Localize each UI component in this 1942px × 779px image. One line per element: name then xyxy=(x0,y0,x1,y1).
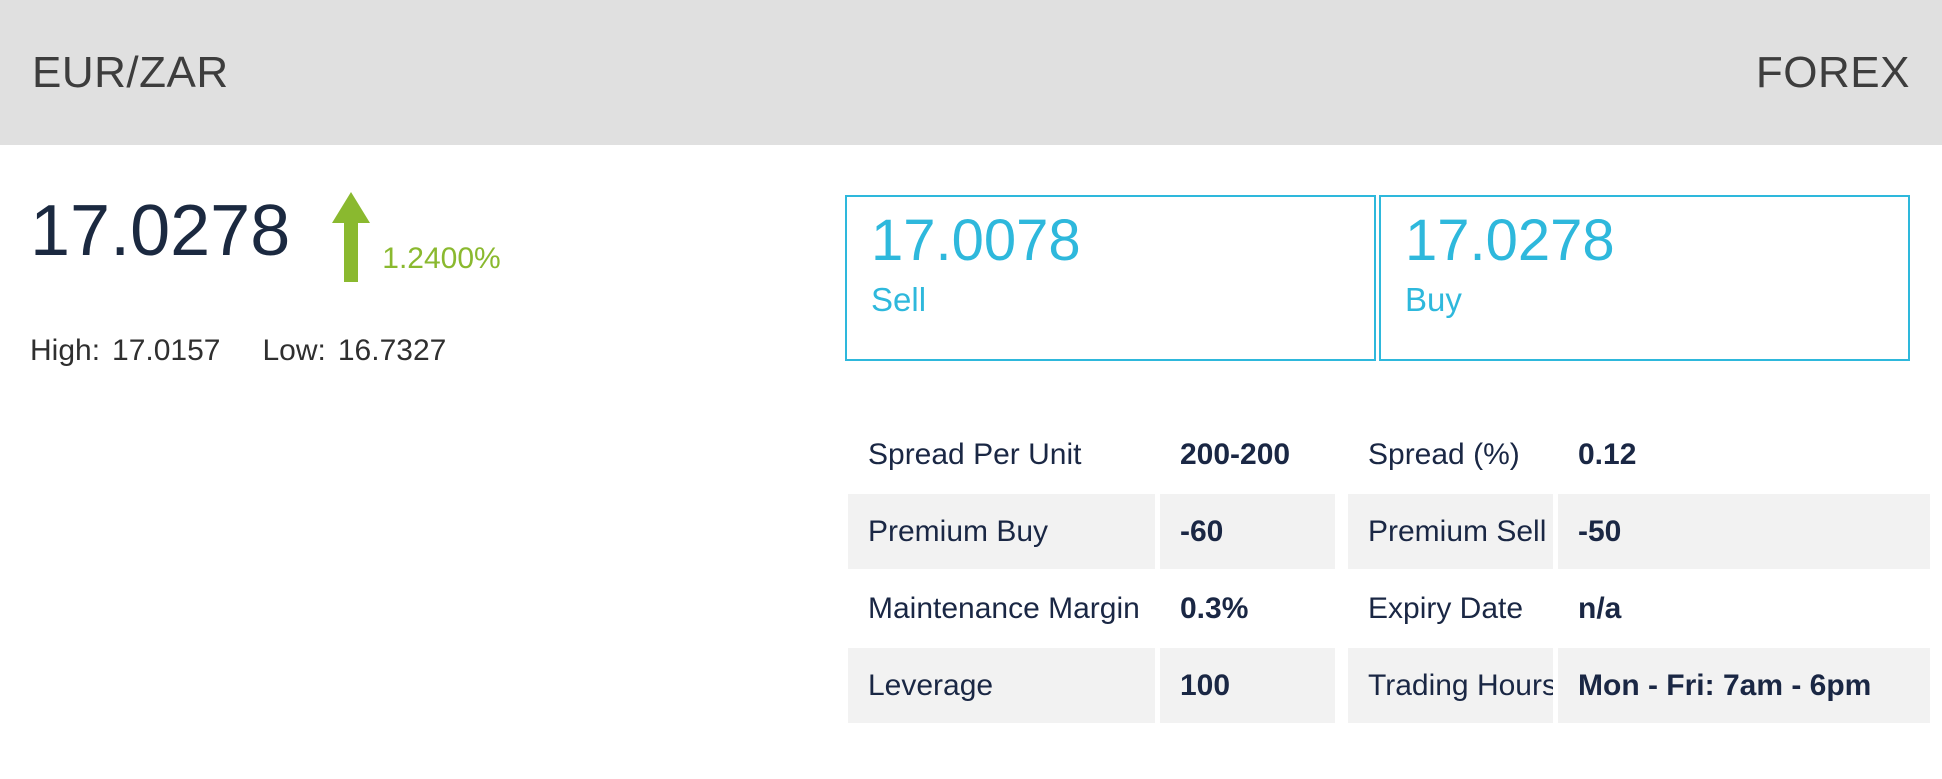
detail-value: 200-200 xyxy=(1180,438,1291,471)
detail-value: Mon - Fri: 7am - 6pm xyxy=(1558,648,1930,723)
high-label: High: xyxy=(30,334,101,367)
detail-value: n/a xyxy=(1578,592,1622,625)
sell-label: Sell xyxy=(871,281,927,318)
low-label: Low: xyxy=(262,334,326,367)
high-low-row: High: 17.0157 Low: 16.7327 xyxy=(30,334,446,368)
high-pair: High: 17.0157 xyxy=(30,334,221,368)
detail-label: Spread (%) xyxy=(1368,438,1520,471)
detail-label: Premium Buy xyxy=(848,494,1155,569)
sell-price: 17.0078 xyxy=(871,208,1081,273)
detail-label: Maintenance Margin xyxy=(868,592,1140,625)
detail-value: 0.12 xyxy=(1578,438,1637,471)
table-row: Premium Buy -60 Premium Sell -50 xyxy=(848,494,1930,569)
detail-label: Spread Per Unit xyxy=(868,438,1082,471)
detail-label: Expiry Date xyxy=(1368,592,1524,625)
detail-label: Premium Sell xyxy=(1348,494,1553,569)
detail-value: -60 xyxy=(1160,494,1335,569)
table-row: Spread Per Unit 200-200 Spread (%) 0.12 xyxy=(848,417,1930,492)
table-row: Maintenance Margin 0.3% Expiry Date n/a xyxy=(848,571,1930,646)
price-summary: 17.0278 1.2400% xyxy=(30,186,501,282)
high-value: 17.0157 xyxy=(112,334,221,367)
detail-label: Leverage xyxy=(848,648,1155,723)
buy-label: Buy xyxy=(1405,281,1462,318)
last-price: 17.0278 xyxy=(30,191,291,271)
price-change-percent: 1.2400% xyxy=(382,242,501,275)
low-value: 16.7327 xyxy=(337,334,447,367)
detail-value: 100 xyxy=(1160,648,1335,723)
table-row: Leverage 100 Trading Hours Mon - Fri: 7a… xyxy=(848,648,1930,723)
market-category-label: FOREX xyxy=(1755,47,1910,97)
buy-button[interactable]: 17.0278 Buy xyxy=(1379,195,1910,361)
quote-panel: 17.0078 Sell 17.0278 Buy xyxy=(845,195,1910,361)
low-pair: Low: 16.7327 xyxy=(263,334,447,368)
detail-value: 0.3% xyxy=(1180,592,1249,625)
sell-button[interactable]: 17.0078 Sell xyxy=(845,195,1376,361)
instrument-name: EUR/ZAR xyxy=(32,47,229,97)
instrument-details-table: Spread Per Unit 200-200 Spread (%) 0.12 … xyxy=(848,417,1930,723)
instrument-header: EUR/ZAR FOREX xyxy=(0,0,1942,145)
buy-price: 17.0278 xyxy=(1405,208,1615,273)
detail-value: -50 xyxy=(1558,494,1930,569)
detail-label: Trading Hours xyxy=(1348,648,1553,723)
price-up-arrow-icon xyxy=(332,192,371,282)
